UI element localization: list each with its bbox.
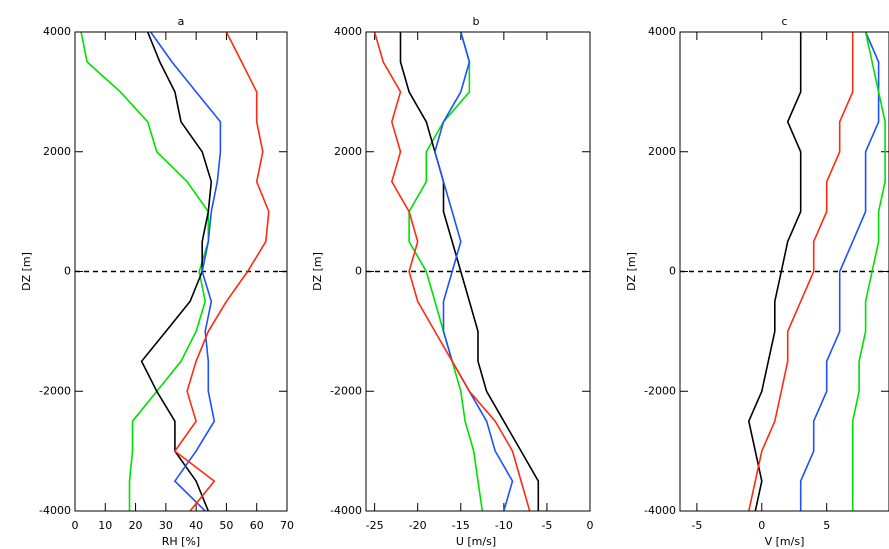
x-tick-label: 5 (823, 519, 830, 532)
x-tick-label: 70 (280, 519, 294, 532)
y-axis-label: DZ [m] (625, 252, 638, 291)
y-tick-label: 2000 (334, 145, 362, 158)
y-tick-label: 4000 (43, 25, 71, 38)
x-tick-label: 60 (250, 519, 264, 532)
profile-line (150, 32, 222, 511)
plot-frame (679, 31, 889, 512)
x-tick-label: -20 (409, 519, 427, 532)
y-axis-label: DZ [m] (20, 252, 33, 291)
x-tick-label: 20 (129, 519, 143, 532)
panel: a RH [%] DZ [m] 0 10 20 30 40 50 60 70 -4000 -2000 0 2… (20, 15, 294, 548)
profile-line (408, 32, 484, 511)
x-tick-label: -5 (541, 519, 552, 532)
y-tick-label: -4000 (39, 504, 71, 517)
x-tick-label: -15 (452, 519, 470, 532)
x-tick-label: 40 (189, 519, 203, 532)
x-axis-label: U [m/s] (456, 535, 496, 548)
plot-frame (365, 31, 591, 512)
profile-line (799, 32, 880, 511)
y-tick-label: 2000 (43, 145, 71, 158)
profile-line (747, 32, 802, 511)
x-axis-label: V [m/s] (765, 535, 805, 548)
profile-line (748, 32, 854, 511)
panel-title: b (473, 15, 480, 28)
panel-title: c (781, 15, 787, 28)
profile-line (399, 32, 540, 511)
y-tick-label: -2000 (644, 384, 676, 397)
y-tick-label: 0 (669, 265, 676, 278)
y-tick-label: 0 (355, 265, 362, 278)
x-tick-label: 50 (219, 519, 233, 532)
y-axis-label: DZ [m] (311, 252, 324, 291)
y-tick-label: -2000 (330, 384, 362, 397)
y-tick-label: 2000 (648, 145, 676, 158)
panel: b U [m/s] DZ [m] -25 -20 -15 -10 -5 0 -4000 -2000 0… (311, 15, 594, 548)
profile-line (173, 32, 270, 511)
panel-title: a (178, 15, 185, 28)
profile-line (80, 32, 210, 511)
profile-line (851, 32, 886, 511)
y-tick-label: 4000 (648, 25, 676, 38)
x-tick-label: 30 (159, 519, 173, 532)
x-tick-label: -5 (691, 519, 702, 532)
x-tick-label: 0 (72, 519, 79, 532)
y-tick-label: 0 (64, 265, 71, 278)
y-tick-label: -4000 (644, 504, 676, 517)
plot-frame (74, 31, 288, 512)
y-tick-label: -4000 (330, 504, 362, 517)
x-tick-label: 10 (98, 519, 112, 532)
x-axis-label: RH [%] (162, 535, 200, 548)
y-tick-label: -2000 (39, 384, 71, 397)
x-tick-label: -25 (366, 519, 384, 532)
profile-line (373, 32, 531, 511)
x-tick-label: 0 (758, 519, 765, 532)
x-tick-label: -10 (495, 519, 513, 532)
panel: c V [m/s] DZ [m] -5 0 5 -4000 -2000 0 2000 4000 (625, 15, 889, 548)
x-tick-label: 0 (587, 519, 594, 532)
profile-line (434, 32, 514, 511)
y-tick-label: 4000 (334, 25, 362, 38)
